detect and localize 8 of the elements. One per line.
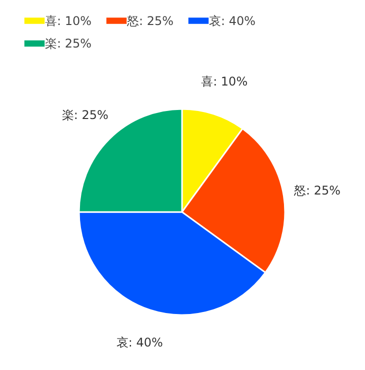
slice-label: 楽: 25% <box>62 108 108 122</box>
legend-label: 楽: 25% <box>45 36 92 50</box>
slice-label: 哀: 40% <box>116 335 163 350</box>
legend-label: 怒: 25% <box>126 14 174 28</box>
slice-label: 喜: 10% <box>201 74 248 89</box>
legend-label: 喜: 10% <box>45 14 92 28</box>
legend-label: 哀: 40% <box>209 14 256 28</box>
slice-label: 怒: 25% <box>293 184 341 198</box>
